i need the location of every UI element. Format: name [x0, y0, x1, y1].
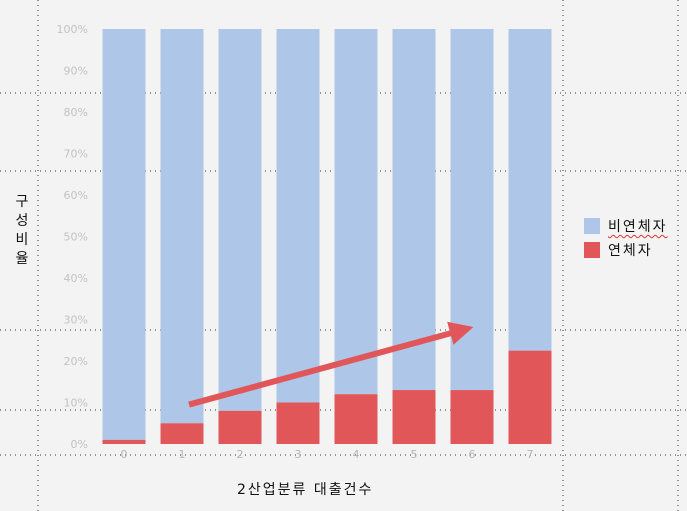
- legend-swatch-non-delinquent: [584, 218, 600, 234]
- y-axis-label-char: 구: [15, 194, 29, 210]
- y-tick-label: 80%: [64, 106, 88, 119]
- bar-segment-non-delinquent: [218, 29, 262, 411]
- y-tick-label: 40%: [64, 272, 88, 285]
- legend-item-non-delinquent: 비연체자: [584, 214, 668, 238]
- bar-segment-delinquent: [334, 394, 378, 444]
- legend-label-delinquent: 연체자: [608, 243, 653, 259]
- bars: [102, 29, 552, 444]
- y-tick-label: 0%: [71, 438, 88, 451]
- y-tick-label: 90%: [64, 65, 88, 78]
- bar-segment-delinquent: [508, 350, 552, 444]
- bar-segment-delinquent: [276, 402, 320, 444]
- bar-segment-delinquent: [218, 410, 262, 444]
- bar-segment-delinquent: [392, 390, 436, 444]
- x-tick-label: 7: [527, 448, 534, 461]
- bar-segment-delinquent: [160, 423, 204, 444]
- legend: 비연체자 연체자: [584, 214, 668, 262]
- bar-segment-non-delinquent: [450, 29, 494, 391]
- bar-segment-non-delinquent: [392, 29, 436, 391]
- legend-label-non-delinquent: 비연체자: [608, 219, 668, 235]
- y-tick-label: 60%: [64, 189, 88, 202]
- x-axis-label: 2산업분류 대출건수: [237, 482, 374, 498]
- x-tick-label: 2: [237, 448, 244, 461]
- trend-arrow: [188, 321, 474, 408]
- y-axis-ticks: 0% 10% 20% 30% 40% 50% 60% 70% 80% 90% 100%: [57, 23, 88, 451]
- x-tick-label: 3: [295, 448, 302, 461]
- y-axis-label-char: 율: [15, 251, 29, 267]
- x-tick-label: 1: [179, 448, 186, 461]
- y-tick-label: 50%: [64, 231, 88, 244]
- bar-segment-non-delinquent: [160, 29, 204, 424]
- legend-item-delinquent: 연체자: [584, 238, 668, 262]
- bar-segment-delinquent: [102, 439, 146, 444]
- y-tick-label: 20%: [64, 355, 88, 368]
- y-tick-label: 100%: [57, 23, 88, 36]
- x-tick-label: 6: [469, 448, 476, 461]
- y-tick-label: 70%: [64, 148, 88, 161]
- y-axis-label-char: 비: [15, 232, 29, 248]
- y-tick-label: 30%: [64, 314, 88, 327]
- bar-segment-non-delinquent: [508, 29, 552, 351]
- x-axis-ticks: 0 1 2 3 4 5 6 7: [121, 448, 534, 461]
- bar-segment-non-delinquent: [102, 29, 146, 440]
- bar-segment-non-delinquent: [276, 29, 320, 403]
- legend-swatch-delinquent: [584, 242, 600, 258]
- x-tick-label: 0: [121, 448, 128, 461]
- y-axis-label-char: 성: [15, 213, 29, 229]
- bar-segment-delinquent: [450, 390, 494, 444]
- x-tick-label: 5: [411, 448, 418, 461]
- y-tick-label: 10%: [64, 397, 88, 410]
- bar-segment-non-delinquent: [334, 29, 378, 395]
- x-tick-label: 4: [353, 448, 360, 461]
